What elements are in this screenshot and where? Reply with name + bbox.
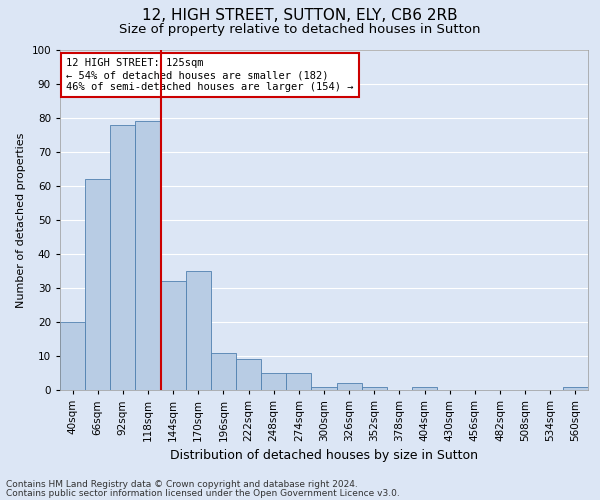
- Bar: [286, 373, 311, 390]
- Bar: [136, 122, 161, 390]
- Y-axis label: Number of detached properties: Number of detached properties: [16, 132, 26, 308]
- Text: Contains HM Land Registry data © Crown copyright and database right 2024.: Contains HM Land Registry data © Crown c…: [6, 480, 358, 489]
- Text: Size of property relative to detached houses in Sutton: Size of property relative to detached ho…: [119, 22, 481, 36]
- Text: 12 HIGH STREET: 125sqm
← 54% of detached houses are smaller (182)
46% of semi-de: 12 HIGH STREET: 125sqm ← 54% of detached…: [67, 58, 354, 92]
- Bar: [85, 179, 110, 390]
- Bar: [311, 386, 337, 390]
- Bar: [110, 125, 136, 390]
- Bar: [60, 322, 85, 390]
- Bar: [261, 373, 286, 390]
- Text: Contains public sector information licensed under the Open Government Licence v3: Contains public sector information licen…: [6, 489, 400, 498]
- Bar: [161, 281, 186, 390]
- Bar: [236, 360, 261, 390]
- Bar: [412, 386, 437, 390]
- Text: 12, HIGH STREET, SUTTON, ELY, CB6 2RB: 12, HIGH STREET, SUTTON, ELY, CB6 2RB: [142, 8, 458, 22]
- Bar: [337, 383, 362, 390]
- Bar: [186, 271, 211, 390]
- X-axis label: Distribution of detached houses by size in Sutton: Distribution of detached houses by size …: [170, 450, 478, 462]
- Bar: [211, 352, 236, 390]
- Bar: [563, 386, 588, 390]
- Bar: [362, 386, 387, 390]
